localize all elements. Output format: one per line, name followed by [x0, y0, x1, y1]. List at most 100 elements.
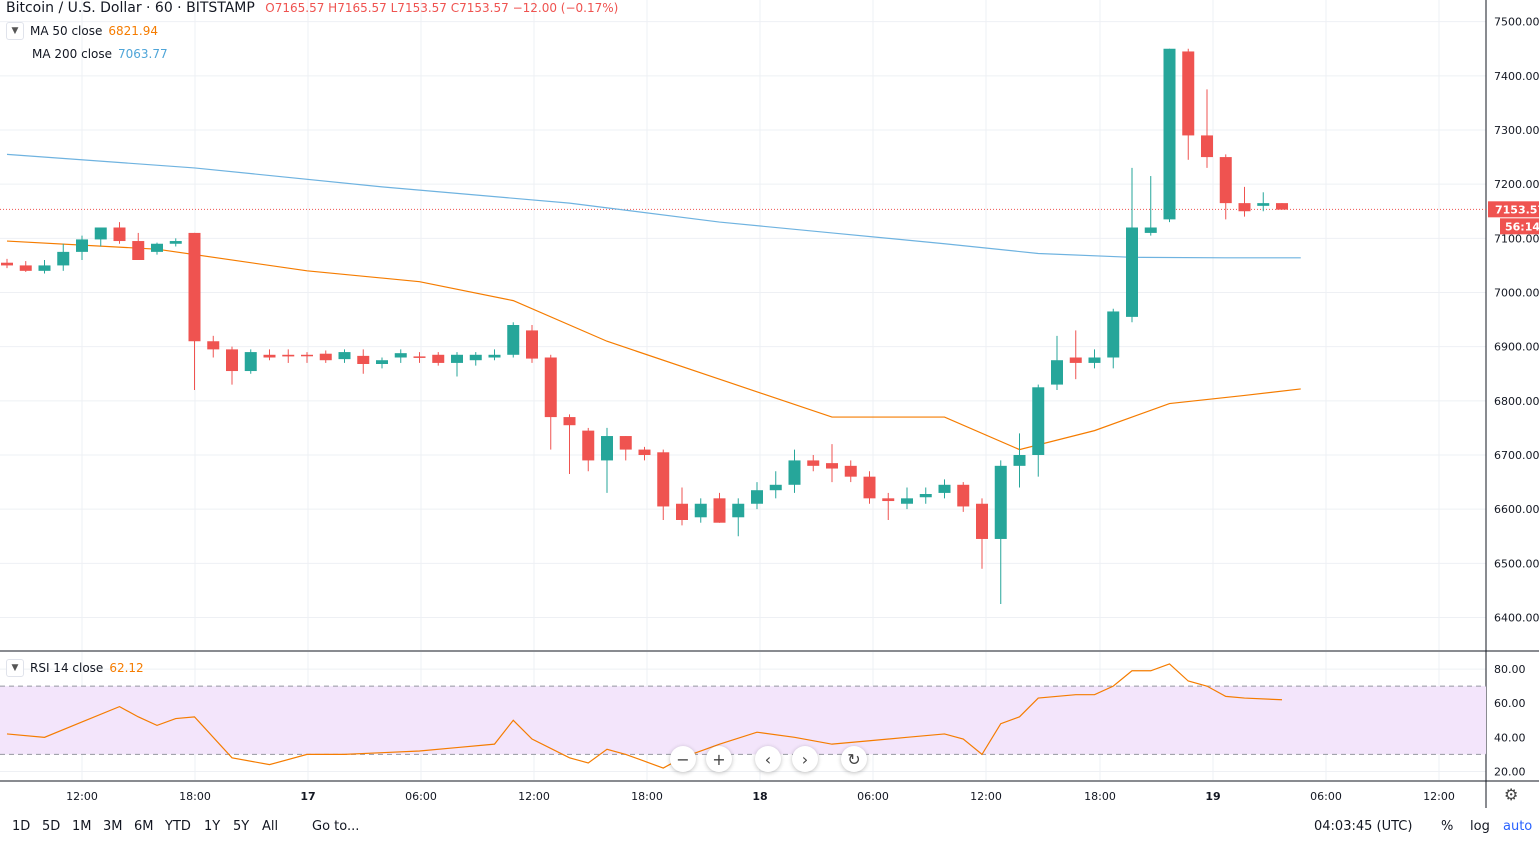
candle	[1219, 154, 1232, 220]
candle-body	[188, 232, 201, 342]
candle	[676, 487, 688, 526]
range-button-3m[interactable]: 3M	[103, 819, 123, 834]
candle-body	[638, 449, 651, 455]
candle	[1257, 192, 1270, 212]
utc-clock[interactable]: 04:03:45 (UTC)	[1314, 819, 1413, 834]
ma50-line	[6, 240, 1301, 451]
candle	[226, 346, 238, 385]
ma200-line	[6, 153, 1301, 259]
candle	[807, 455, 820, 472]
candle	[563, 414, 576, 474]
candle-body	[619, 436, 632, 450]
range-button-ytd[interactable]: YTD	[165, 819, 191, 834]
chevron-down-icon[interactable]: ▼	[6, 22, 24, 40]
goto-button[interactable]: Go to...	[312, 819, 360, 834]
time-tick-label: 18:00	[179, 790, 211, 803]
candle-body	[901, 498, 913, 504]
candle	[1276, 203, 1288, 210]
candle-body	[1163, 48, 1176, 220]
candle	[357, 349, 370, 374]
candle	[638, 446, 651, 461]
candle-body	[151, 243, 163, 252]
range-button-1y[interactable]: 1Y	[204, 819, 221, 834]
candle	[394, 349, 407, 363]
auto-scale-toggle[interactable]: auto	[1503, 819, 1533, 834]
price-tick-label: 7500.00	[1494, 16, 1539, 29]
candle	[57, 243, 70, 271]
time-tick-label: 18	[752, 790, 767, 803]
percent-scale-toggle[interactable]: %	[1441, 819, 1454, 834]
candle-body	[244, 352, 257, 372]
range-button-1m[interactable]: 1M	[72, 819, 92, 834]
candle-body	[57, 251, 70, 266]
time-tick-label: 18:00	[631, 790, 663, 803]
log-scale-toggle[interactable]: log	[1470, 819, 1490, 834]
candle	[1013, 433, 1026, 488]
candle	[207, 335, 220, 358]
ohlc-values: O7165.57 H7165.57 L7153.57 C7153.57 −12.…	[265, 1, 619, 15]
candle-body	[826, 463, 838, 469]
candle-body	[694, 503, 707, 518]
candle	[976, 498, 988, 569]
candle	[282, 349, 295, 363]
candle-body	[376, 360, 388, 364]
candle	[413, 352, 426, 363]
time-tick-label: 18:00	[1084, 790, 1116, 803]
candle	[1126, 167, 1138, 323]
reset-icon[interactable]: ↻	[841, 746, 867, 772]
candle	[1088, 349, 1101, 369]
candle	[751, 482, 763, 510]
range-button-5y[interactable]: 5Y	[233, 819, 250, 834]
time-tick-label: 06:00	[405, 790, 437, 803]
gear-icon[interactable]: ⚙	[1504, 785, 1519, 804]
candle-body	[807, 460, 820, 466]
range-button-all[interactable]: All	[262, 819, 279, 834]
time-tick-label: 12:00	[970, 790, 1002, 803]
candle	[1032, 384, 1045, 477]
time-tick-label: 19	[1205, 790, 1220, 803]
candle-body	[1013, 455, 1026, 466]
scroll-left-icon[interactable]: ‹	[755, 746, 781, 772]
candle	[1182, 48, 1195, 160]
candles	[1, 48, 1288, 604]
ma200-value: 7063.77	[118, 47, 168, 61]
zoom-in-icon[interactable]: +	[706, 746, 732, 772]
range-button-1d[interactable]: 1D	[12, 819, 31, 834]
candle-body	[526, 330, 538, 359]
candle	[582, 427, 595, 472]
candle-body	[676, 503, 688, 520]
candle-body	[976, 503, 988, 539]
zoom-out-icon[interactable]: −	[670, 746, 696, 772]
price-tick-label: 7300.00	[1494, 124, 1539, 137]
symbol-title: Bitcoin / U.S. Dollar · 60 · BITSTAMP	[6, 0, 255, 16]
candle-body	[863, 476, 876, 499]
symbol-legend: Bitcoin / U.S. Dollar · 60 · BITSTAMP O7…	[6, 0, 618, 16]
candle	[76, 235, 88, 260]
candle-body	[788, 460, 801, 485]
candle	[732, 498, 745, 537]
time-tick-label: 12:00	[518, 790, 550, 803]
range-button-5d[interactable]: 5D	[42, 819, 61, 834]
candle	[882, 492, 895, 520]
candle-body	[769, 484, 782, 491]
candle	[788, 449, 801, 493]
candle	[1238, 186, 1251, 217]
time-tick-label: 06:00	[857, 790, 889, 803]
candle-body	[601, 436, 613, 461]
range-button-6m[interactable]: 6M	[134, 819, 154, 834]
scroll-right-icon[interactable]: ›	[792, 746, 818, 772]
candle-body	[432, 354, 445, 363]
candle-body	[357, 355, 370, 364]
candle	[1201, 89, 1213, 168]
chevron-down-icon[interactable]: ▼	[6, 659, 24, 677]
candle	[938, 479, 951, 499]
candle	[488, 349, 501, 361]
candle-body	[1107, 311, 1120, 358]
ma50-legend: ▼ MA 50 close 6821.94	[6, 22, 158, 40]
candle-body	[582, 430, 595, 461]
candle-body	[544, 357, 557, 418]
candle-body	[207, 341, 220, 350]
candle	[188, 232, 201, 390]
candle-body	[394, 353, 407, 358]
price-chart[interactable]: 7500.00 7400.00 7300.00 7200.00 7100.00 7000.…	[0, 0, 1539, 808]
